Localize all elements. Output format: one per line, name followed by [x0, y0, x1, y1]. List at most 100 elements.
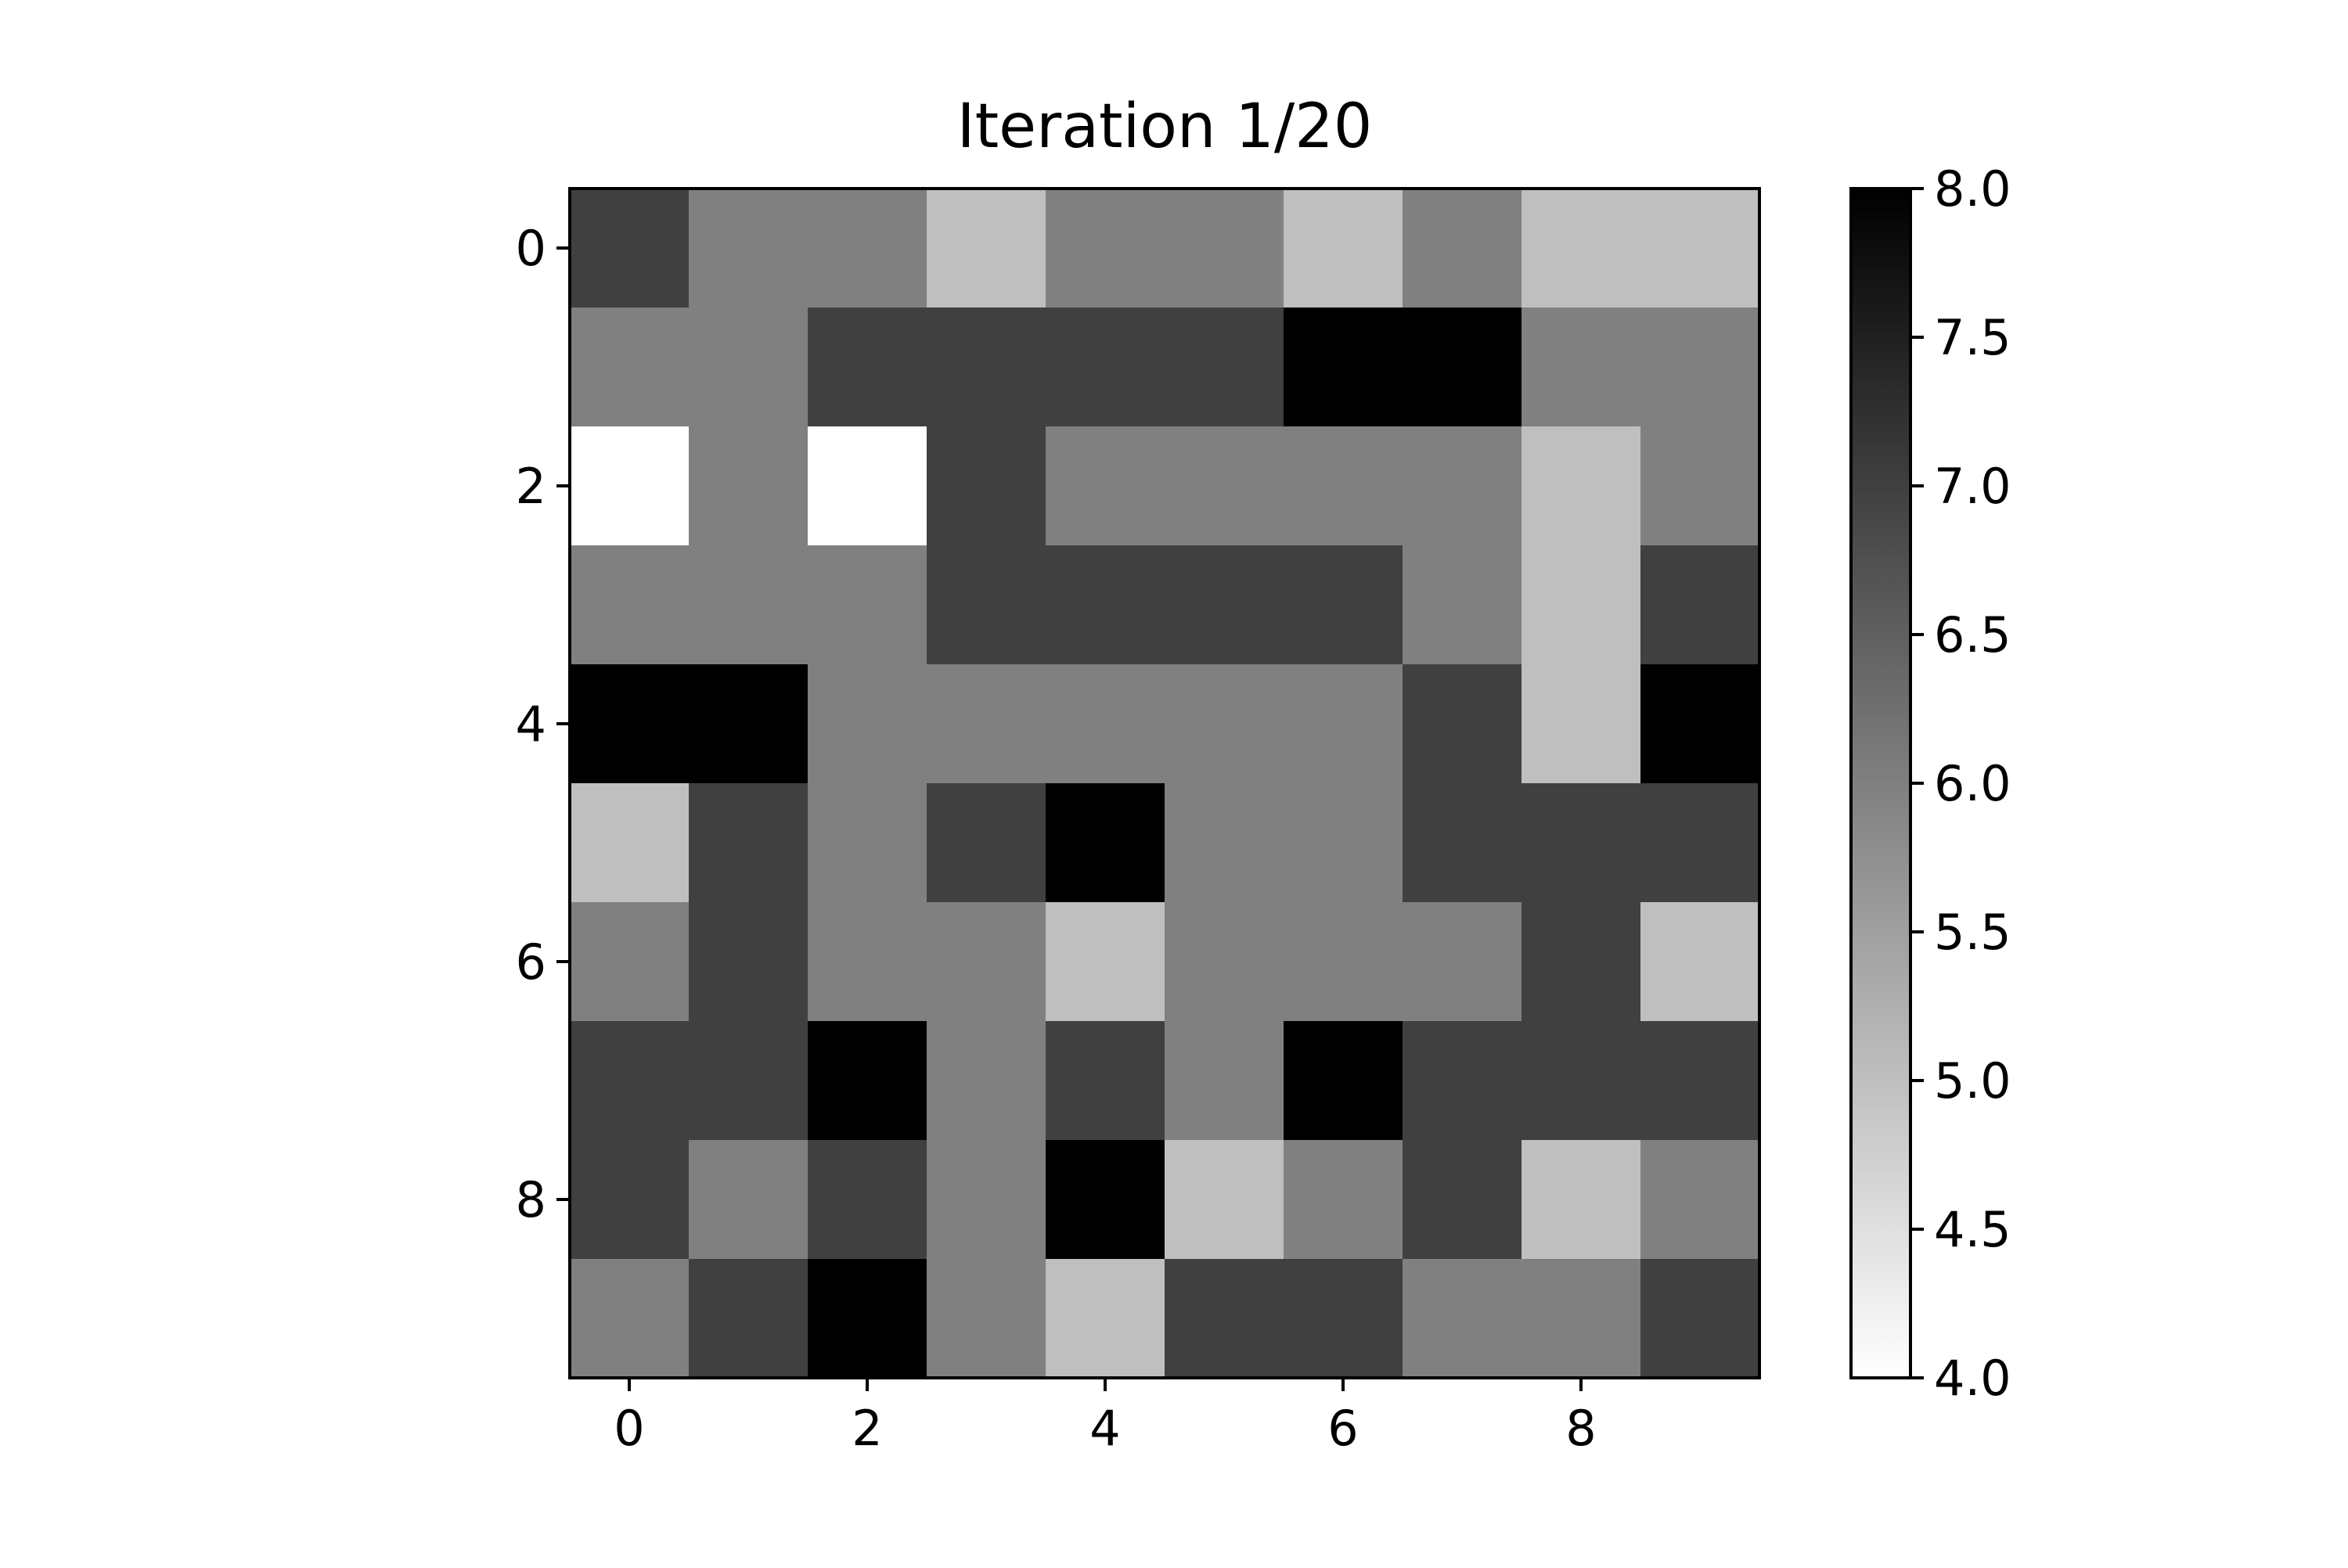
heatmap-cell: [689, 902, 808, 1022]
heatmap-cell: [1522, 783, 1641, 903]
heatmap-cell: [808, 545, 927, 665]
colorbar-tick-label: 6.0: [1934, 755, 2011, 812]
heatmap-cell: [1284, 545, 1403, 665]
y-tick-label: 6: [516, 933, 546, 991]
heatmap-cell: [1640, 1259, 1760, 1379]
heatmap-cell: [1640, 1140, 1760, 1260]
heatmap-cell: [1403, 783, 1522, 903]
heatmap-cell: [1046, 783, 1165, 903]
heatmap-cell: [808, 1140, 927, 1260]
colorbar: 8.0 7.5 7.0 6.5 6.0 5.5 5.0 4.5 4.0: [1849, 160, 2011, 1407]
heatmap-cell: [1640, 664, 1760, 784]
heatmap-cell: [570, 1021, 690, 1141]
heatmap-cell: [689, 1259, 808, 1379]
heatmap-cell: [570, 426, 690, 546]
heatmap-cell: [927, 545, 1046, 665]
heatmap-cell: [927, 1140, 1046, 1260]
heatmap-cell: [1522, 1140, 1641, 1260]
colorbar-tick-label: 6.5: [1934, 606, 2011, 664]
y-tick-label: 0: [516, 220, 546, 277]
heatmap-cell: [808, 307, 927, 427]
heatmap-cell: [808, 426, 927, 546]
x-tick-label: 0: [614, 1400, 644, 1457]
heatmap-cell: [808, 1259, 927, 1379]
heatmap-cell: [808, 664, 927, 784]
heatmap-cell: [1640, 1021, 1760, 1141]
heatmap-cell: [1403, 1140, 1522, 1260]
heatmap-cell: [570, 189, 690, 308]
y-axis: 0 2 4 6 8: [516, 220, 570, 1228]
heatmap-cell: [1284, 1259, 1403, 1379]
colorbar-gradient: [1849, 187, 1912, 1379]
heatmap-cell: [1403, 664, 1522, 784]
heatmap-cell: [927, 307, 1046, 427]
heatmap-cell: [689, 1140, 808, 1260]
heatmap-cell: [1403, 426, 1522, 546]
heatmap-cell: [927, 1259, 1046, 1379]
heatmap-cell: [1522, 1259, 1641, 1379]
heatmap-cell: [808, 902, 927, 1022]
x-tick-label: 6: [1327, 1400, 1358, 1457]
heatmap-cell: [1403, 1021, 1522, 1141]
y-tick-label: 2: [516, 458, 546, 515]
heatmap-cell: [689, 426, 808, 546]
heatmap-cell: [1522, 545, 1641, 665]
heatmap-cell: [1522, 902, 1641, 1022]
x-tick-label: 4: [1089, 1400, 1120, 1457]
colorbar-tick-label: 7.5: [1934, 309, 2011, 366]
x-axis: 0 2 4 6 8: [614, 1378, 1597, 1457]
heatmap-cell: [1403, 1259, 1522, 1379]
heatmap-cell: [1640, 902, 1760, 1022]
colorbar-tick-label: 4.5: [1934, 1201, 2011, 1258]
colorbar-tick-label: 7.0: [1934, 458, 2011, 515]
heatmap-cell: [1165, 783, 1284, 903]
heatmap-cell: [808, 783, 927, 903]
heatmap-cell: [689, 189, 808, 308]
heatmap-cell: [1640, 426, 1760, 546]
heatmap-cell: [1046, 545, 1165, 665]
heatmap-cell: [570, 545, 690, 665]
heatmap-cell: [1165, 1259, 1284, 1379]
heatmap-cell: [1165, 1140, 1284, 1260]
heatmap-cell: [689, 307, 808, 427]
heatmap-cell: [1522, 426, 1641, 546]
heatmap-cell: [1046, 426, 1165, 546]
colorbar-ticks: 8.0 7.5 7.0 6.5 6.0 5.5 5.0 4.5 4.0: [1910, 160, 2011, 1407]
chart-title: Iteration 1/20: [957, 92, 1373, 162]
heatmap-cell: [1046, 1259, 1165, 1379]
colorbar-tick-label: 8.0: [1934, 160, 2011, 218]
heatmap-cell: [1284, 1140, 1403, 1260]
heatmap-cell: [1522, 664, 1641, 784]
heatmap-cell: [1640, 545, 1760, 665]
heatmap-cell: [570, 902, 690, 1022]
heatmap-cell: [927, 189, 1046, 308]
heatmap-cell: [1403, 902, 1522, 1022]
heatmap-cell: [1165, 189, 1284, 308]
heatmap-cell: [1640, 307, 1760, 427]
heatmap-cell: [1046, 307, 1165, 427]
heatmap-cell: [1284, 1021, 1403, 1141]
colorbar-tick-label: 4.0: [1934, 1350, 2011, 1407]
heatmap-cell: [689, 783, 808, 903]
plot-frame: [568, 187, 1761, 1379]
heatmap-cell: [927, 1021, 1046, 1141]
heatmap-cell: [808, 189, 927, 308]
heatmap-cell: [1165, 664, 1284, 784]
heatmap-cell: [689, 545, 808, 665]
heatmap-cell: [1046, 1021, 1165, 1141]
heatmap-cell: [1165, 426, 1284, 546]
heatmap-cell: [570, 1259, 690, 1379]
heatmap-cell: [570, 307, 690, 427]
heatmap-cell: [1284, 783, 1403, 903]
heatmap-cell: [1284, 189, 1403, 308]
heatmap-cell: [1046, 1140, 1165, 1260]
heatmap-cell: [927, 426, 1046, 546]
heatmap-cell: [1284, 902, 1403, 1022]
y-tick-label: 4: [516, 696, 546, 753]
heatmap-cell: [1403, 545, 1522, 665]
heatmap-cell: [1165, 1021, 1284, 1141]
heatmap-cell: [1522, 1021, 1641, 1141]
heatmap-cell: [1284, 307, 1403, 427]
heatmap-cell: [1046, 189, 1165, 308]
